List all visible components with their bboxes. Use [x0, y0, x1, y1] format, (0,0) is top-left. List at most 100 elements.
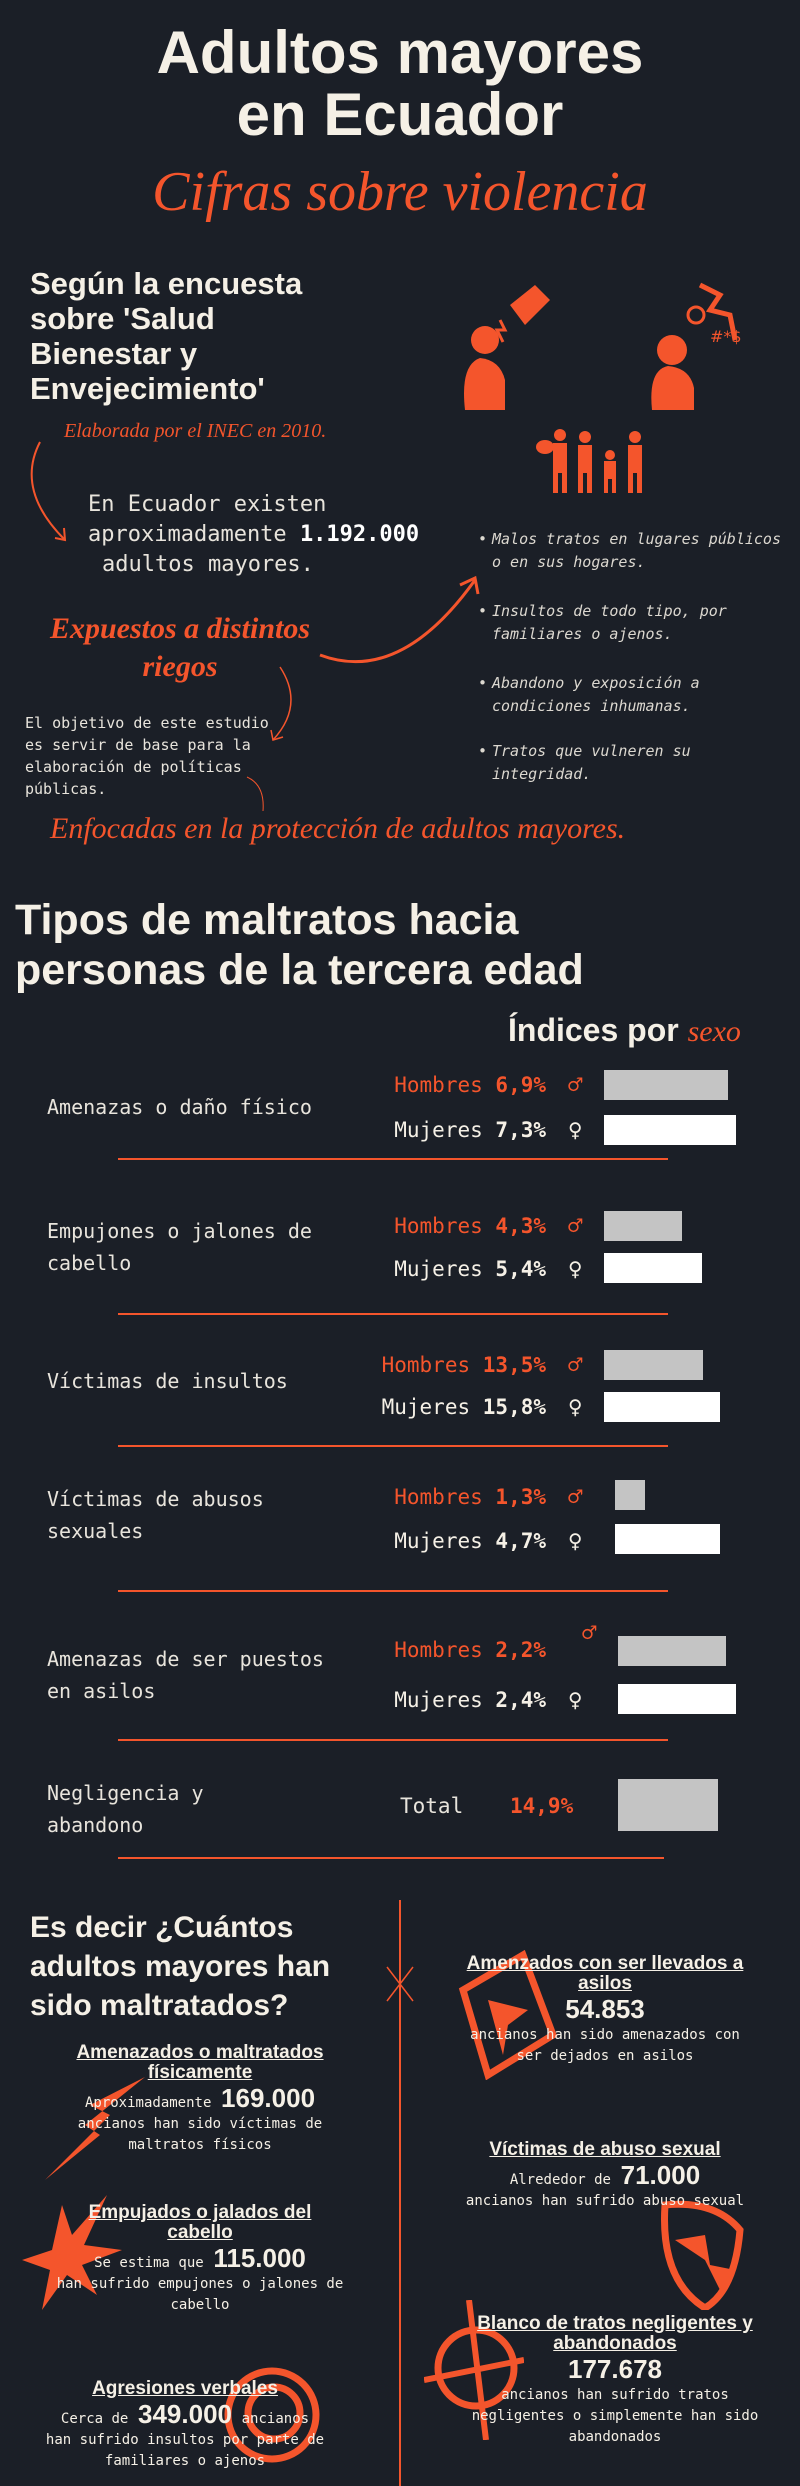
exposed-title-line-1: Expuestos a distintos [49, 612, 311, 645]
women-label: Mujeres [394, 1688, 483, 1712]
card-text: ancianos han sufrido tratos negligentes … [471, 2387, 759, 2445]
population-line-2: aproximadamente 1.192.000 [88, 520, 419, 550]
women-bar [604, 1253, 702, 1283]
total-percent: 14,9% [510, 1794, 574, 1818]
curved-arrow-icon [319, 575, 480, 664]
divider [118, 1590, 668, 1592]
crosshair-icon [424, 2300, 524, 2440]
subtitle: Cifras sobre violencia [152, 161, 648, 223]
warning-frame-icon [458, 1950, 558, 2080]
card-title: Empujados o jalados del cabello [88, 2202, 312, 2243]
female-icon: ♀ [568, 1393, 583, 1421]
card-text: han sufrido insultos por parte de famili… [45, 2432, 325, 2469]
family-abandon-icon [536, 429, 642, 493]
women-value: Mujeres 7,3% [366, 1117, 546, 1143]
population-prefix: aproximadamente [88, 522, 287, 547]
index-label: Índices por sexo [508, 1012, 741, 1049]
total-bar [618, 1779, 718, 1831]
total-label: Total [400, 1794, 464, 1818]
men-value: Hombres 6,9% [366, 1072, 546, 1098]
men-value: Hombres 2,2% [366, 1637, 546, 1663]
women-percent: 15,8% [482, 1395, 546, 1419]
men-value: Hombres 1,3% [366, 1484, 546, 1510]
population-text: En Ecuador existen aproximadamente 1.192… [88, 490, 419, 580]
row-label: Amenazas o daño físico [47, 1095, 312, 1119]
men-percent: 6,9% [495, 1073, 546, 1097]
count-card-sexual-abuse: Víctimas de abuso sexual Alrededor de 71… [460, 2140, 750, 2212]
card-suffix: ancianos [241, 2411, 310, 2427]
population-line-1: En Ecuador existen [88, 492, 327, 517]
card-value: 177.678 [568, 2354, 662, 2384]
card-text: ancianos han sufrido abuso sexual [465, 2193, 745, 2209]
women-value: Mujeres 4,7% [366, 1528, 546, 1554]
elderly-hit-icon [464, 285, 550, 410]
male-icon: ♂ [568, 1483, 583, 1511]
men-percent: 13,5% [482, 1353, 546, 1377]
women-percent: 7,3% [495, 1118, 546, 1142]
exposed-title: Expuestos a distintos riegos [30, 610, 330, 686]
card-text: ancianos han sido amenazados con ser dej… [470, 2027, 740, 2064]
men-label: Hombres [394, 1485, 483, 1509]
women-label: Mujeres [394, 1257, 483, 1281]
men-bar [615, 1480, 645, 1510]
female-icon: ♀ [568, 1686, 583, 1714]
divider [118, 1313, 668, 1315]
card-prefix: Alrededor de [509, 2172, 611, 2188]
women-percent: 4,7% [495, 1529, 546, 1553]
women-bar [618, 1684, 736, 1714]
card-title: Amenzados con ser llevados a asilos [466, 1953, 744, 1994]
card-title: Amenazados o maltratados físicamente [76, 2042, 324, 2083]
target-rings-icon [224, 2367, 320, 2463]
x-mark-icon [386, 1966, 414, 2002]
men-value: Hombres 4,3% [366, 1213, 546, 1239]
card-prefix: Se estima que [94, 2255, 204, 2271]
women-percent: 5,4% [495, 1257, 546, 1281]
card-value: 54.853 [565, 1994, 645, 2024]
women-value: Mujeres 15,8% [366, 1394, 546, 1420]
count-card-physical: Amenazados o maltratados físicamente Apr… [50, 2043, 350, 2156]
men-percent: 2,2% [495, 1638, 546, 1662]
male-icon: ♂ [568, 1071, 583, 1099]
men-bar [604, 1070, 728, 1100]
focus-text: Enfocadas en la protección de adultos ma… [50, 812, 626, 845]
arrow-down-icon [270, 666, 292, 741]
vertical-divider [399, 1900, 401, 2486]
title-line-1: Adultos mayores [156, 19, 644, 86]
female-icon: ♀ [568, 1527, 583, 1555]
index-label-text: Índices por [508, 1012, 679, 1048]
row-label: Víctimas de abusos sexuales [47, 1487, 264, 1543]
row-label: Víctimas de insultos [47, 1369, 288, 1393]
count-card-pushed: Empujados o jalados del cabello Se estim… [55, 2203, 345, 2316]
population-line-3: adultos mayores. [102, 552, 314, 577]
card-text: han sufrido empujones o jalones de cabel… [56, 2276, 344, 2313]
risk-item: Tratos que vulneren su integridad. [478, 740, 792, 786]
row-label: Negligencia y abandono [47, 1781, 204, 1837]
arrow-down-small-icon [246, 776, 264, 812]
card-prefix: Aproximadamente [84, 2095, 212, 2111]
men-percent: 4,3% [495, 1214, 546, 1238]
card-title: Víctimas de abuso sexual [489, 2139, 721, 2160]
risk-item: Abandono y exposición a condiciones inhu… [478, 672, 792, 718]
women-bar [604, 1392, 720, 1422]
women-label: Mujeres [394, 1529, 483, 1553]
risk-item: Insultos de todo tipo, por familiares o … [478, 600, 792, 646]
women-bar [604, 1115, 736, 1145]
men-percent: 1,3% [495, 1485, 546, 1509]
types-heading: Tipos de maltratos hacia personas de la … [15, 896, 584, 994]
divider [118, 1857, 664, 1859]
male-icon: ♂ [568, 1351, 583, 1379]
women-percent: 2,4% [495, 1688, 546, 1712]
counts-heading: Es decir ¿Cuántos adultos mayores han si… [30, 1911, 331, 2022]
card-title: Agresiones verbales [92, 2378, 278, 2399]
men-label: Hombres [394, 1214, 483, 1238]
elderly-insulted-icon: #*$ [651, 282, 742, 410]
women-value: Mujeres 5,4% [366, 1256, 546, 1282]
lightning-icon [45, 2077, 145, 2180]
card-text: ancianos han sido víctimas de maltratos … [77, 2116, 323, 2153]
divider [118, 1739, 668, 1741]
card-title: Blanco de tratos negligentes y abandonad… [477, 2313, 753, 2354]
index-label-accent: sexo [687, 1015, 741, 1048]
exposed-title-line-2: riegos [142, 650, 218, 683]
male-icon: ♂ [582, 1619, 597, 1647]
men-label: Hombres [381, 1353, 471, 1377]
